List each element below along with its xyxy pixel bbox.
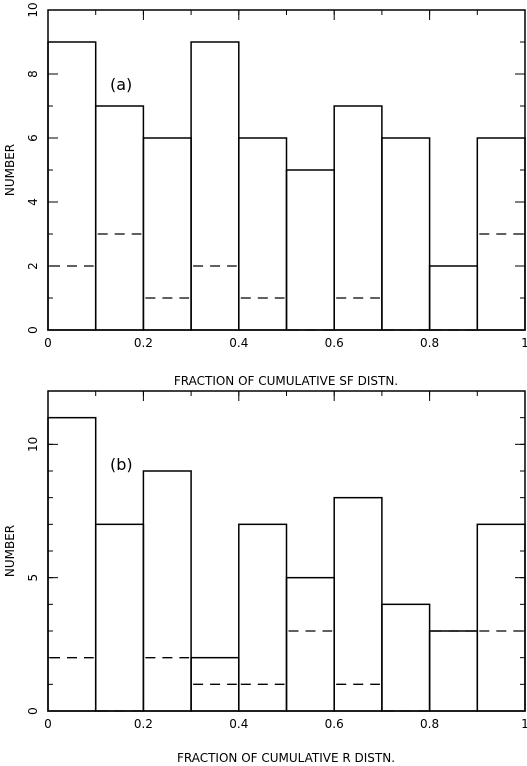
panel-label: (a) [110, 75, 132, 94]
histogram-bar [333, 105, 383, 331]
histogram-bar [476, 523, 526, 712]
y-tick-label: 2 [26, 262, 40, 270]
x-tick-label: 1 [521, 717, 527, 731]
x-tick-label: 0 [44, 336, 52, 350]
y-tick-label: 8 [26, 70, 40, 78]
x-tick-label: 0.6 [325, 717, 344, 731]
bars-dashed [50, 233, 523, 331]
y-tick-label: 6 [26, 134, 40, 142]
bars-dashed [50, 630, 523, 712]
histogram-bar [142, 470, 192, 712]
y-tick-label: 0 [26, 707, 40, 715]
x-tick-label: 0.8 [420, 336, 439, 350]
y-tick-label: 10 [26, 437, 40, 452]
histogram-bar [47, 416, 97, 712]
histogram-bar [381, 603, 431, 712]
histogram-bar [94, 105, 145, 331]
histogram-bar [285, 576, 335, 712]
y-tick-label: 10 [26, 2, 40, 17]
x-tick-label: 0.2 [134, 717, 153, 731]
x-axis-label: FRACTION OF CUMULATIVE R DISTN. [177, 751, 395, 765]
histogram-bar [238, 523, 288, 712]
histogram-bar [333, 496, 383, 712]
panel-label: (b) [110, 455, 133, 474]
histogram-bar [190, 41, 240, 331]
histogram-bar [94, 523, 145, 712]
x-tick-label: 0.2 [134, 336, 153, 350]
y-tick-label: 5 [26, 574, 40, 582]
histogram-bar [142, 137, 192, 331]
y-axis-label: NUMBER [3, 525, 17, 577]
y-axis-label: NUMBER [3, 144, 17, 196]
y-tick-label: 4 [26, 198, 40, 206]
histogram-bar [285, 169, 335, 331]
y-tick-label: 0 [26, 326, 40, 334]
histogram-bar [381, 137, 431, 331]
x-axis-label: FRACTION OF CUMULATIVE SF DISTN. [174, 374, 398, 388]
histogram-bar [47, 41, 97, 331]
x-tick-label: 0.6 [325, 336, 344, 350]
x-tick-label: 0.8 [420, 717, 439, 731]
x-tick-label: 0.4 [229, 336, 248, 350]
histogram-bar [428, 630, 479, 712]
x-tick-label: 1 [521, 336, 527, 350]
histogram-bar [238, 137, 288, 331]
x-tick-label: 0.4 [229, 717, 248, 731]
histogram-bar [428, 265, 479, 331]
histogram-bar [476, 137, 526, 331]
x-tick-label: 0 [44, 717, 52, 731]
